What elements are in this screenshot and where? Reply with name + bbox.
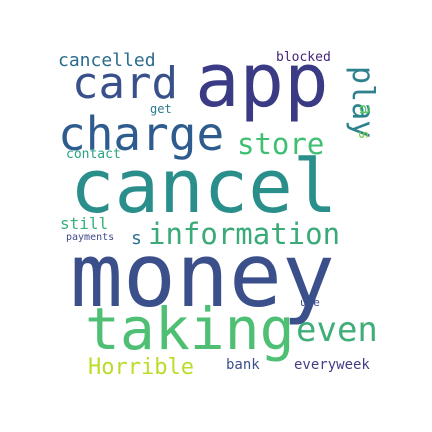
word-app: app: [195, 38, 329, 124]
word-s-small: s: [355, 130, 374, 140]
word-s: s: [131, 228, 142, 249]
word-play: play: [345, 66, 380, 139]
word-a: a: [355, 104, 376, 115]
word-store: store: [237, 127, 325, 161]
word-card: card: [72, 58, 178, 109]
word-everyweek: everyweek: [294, 357, 370, 373]
word-horrible: Horrible: [88, 355, 194, 380]
word-information: information: [148, 217, 341, 251]
word-money: money: [70, 224, 335, 327]
word-charge: charge: [58, 107, 225, 161]
word-cancelled: cancelled: [58, 50, 156, 71]
word-get: get: [150, 102, 172, 116]
word-taking: taking: [85, 295, 295, 363]
word-blocked: blocked: [276, 50, 331, 65]
word-contact: contact: [66, 147, 121, 162]
word-still: still: [60, 214, 109, 233]
word-use: use: [300, 296, 320, 309]
word-bank: bank: [226, 357, 260, 373]
word-payments: payments: [66, 232, 115, 243]
word-even: even: [296, 310, 378, 350]
word-cancel: cancel: [70, 144, 338, 230]
